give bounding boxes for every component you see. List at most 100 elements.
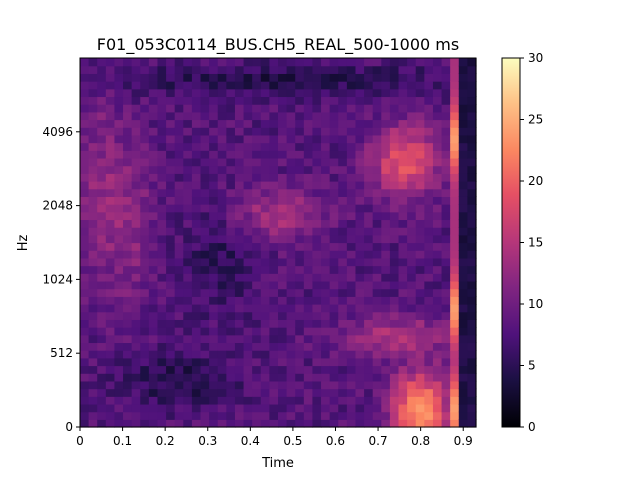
- heatmap-cell: [458, 380, 468, 390]
- heatmap-cell: [269, 227, 279, 236]
- heatmap-cell: [183, 396, 193, 405]
- heatmap-cell: [260, 150, 270, 159]
- heatmap-cell: [415, 411, 425, 420]
- heatmap-cell: [191, 173, 202, 182]
- heatmap-cell: [407, 327, 417, 336]
- heatmap-cell: [321, 157, 331, 167]
- x-tick-label: 0.7: [369, 434, 388, 448]
- heatmap-cell: [432, 319, 443, 328]
- heatmap-cell: [364, 58, 374, 67]
- heatmap-cell: [148, 242, 159, 251]
- heatmap-cell: [381, 211, 391, 221]
- heatmap-cell: [105, 419, 116, 428]
- heatmap-cell: [80, 165, 90, 174]
- heatmap-cell: [80, 157, 90, 167]
- y-tick-label: 2048: [42, 199, 73, 213]
- heatmap-cell: [260, 296, 270, 305]
- heatmap-cell: [140, 403, 150, 413]
- heatmap-cell: [467, 357, 477, 367]
- heatmap-cell: [329, 357, 339, 367]
- heatmap-cell: [329, 334, 339, 344]
- heatmap-cell: [415, 250, 425, 259]
- heatmap-cell: [346, 181, 357, 190]
- heatmap-cell: [415, 280, 425, 290]
- heatmap-cell: [88, 150, 98, 159]
- heatmap-cell: [252, 396, 262, 405]
- heatmap-cell: [140, 334, 150, 344]
- heatmap-cell: [114, 65, 124, 74]
- heatmap-cell: [381, 188, 391, 197]
- heatmap-cell: [200, 211, 210, 221]
- heatmap-cell: [243, 380, 253, 390]
- heatmap-cell: [234, 242, 245, 251]
- heatmap-cell: [174, 88, 184, 98]
- heatmap-cell: [191, 65, 202, 74]
- heatmap-cell: [415, 157, 425, 167]
- heatmap-cell: [441, 58, 451, 67]
- heatmap-cell: [372, 304, 382, 313]
- heatmap-cell: [123, 73, 133, 82]
- heatmap-cell: [217, 250, 227, 259]
- heatmap-cell: [372, 157, 382, 167]
- heatmap-cell: [295, 234, 305, 244]
- heatmap-cell: [415, 304, 425, 313]
- heatmap-cell: [441, 280, 451, 290]
- heatmap-cell: [329, 157, 339, 167]
- heatmap-cell: [450, 73, 460, 82]
- heatmap-cell: [355, 165, 365, 174]
- heatmap-cell: [355, 81, 365, 90]
- heatmap-cell: [200, 280, 210, 290]
- heatmap-cell: [398, 96, 408, 105]
- heatmap-cell: [303, 334, 314, 344]
- heatmap-cell: [140, 196, 150, 205]
- heatmap-cell: [372, 111, 382, 121]
- heatmap-cell: [166, 403, 176, 413]
- heatmap-cell: [389, 342, 400, 351]
- heatmap-cell: [329, 96, 339, 105]
- heatmap-cell: [295, 403, 305, 413]
- heatmap-cell: [415, 265, 425, 274]
- heatmap-cell: [303, 280, 314, 290]
- heatmap-cell: [458, 373, 468, 382]
- heatmap-cell: [329, 81, 339, 90]
- heatmap-cell: [415, 188, 425, 197]
- heatmap-cell: [140, 65, 150, 74]
- heatmap-cell: [217, 273, 227, 282]
- heatmap-cell: [200, 327, 210, 336]
- heatmap-cell: [364, 204, 374, 213]
- heatmap-cell: [80, 419, 90, 428]
- heatmap-cell: [450, 350, 460, 359]
- heatmap-cell: [123, 111, 133, 121]
- heatmap-cell: [140, 304, 150, 313]
- heatmap-cell: [372, 296, 382, 305]
- heatmap-cell: [441, 380, 451, 390]
- heatmap-cell: [88, 196, 98, 205]
- heatmap-cell: [226, 81, 236, 90]
- heatmap-cell: [372, 311, 382, 320]
- heatmap-cell: [364, 150, 374, 159]
- heatmap-cell: [157, 88, 167, 98]
- heatmap-cell: [200, 165, 210, 174]
- heatmap-cell: [88, 219, 98, 228]
- heatmap-cell: [441, 388, 451, 397]
- heatmap-cell: [97, 119, 107, 128]
- heatmap-cell: [80, 257, 90, 267]
- heatmap-cell: [407, 342, 417, 351]
- heatmap-cell: [105, 280, 116, 290]
- heatmap-cell: [432, 396, 443, 405]
- heatmap-cell: [295, 296, 305, 305]
- heatmap-cell: [200, 181, 210, 190]
- heatmap-cell: [372, 288, 382, 297]
- heatmap-cell: [105, 104, 116, 113]
- heatmap-cell: [200, 173, 210, 182]
- heatmap-cell: [191, 119, 202, 128]
- heatmap-cell: [157, 373, 167, 382]
- heatmap-cell: [243, 411, 253, 420]
- heatmap-cell: [372, 134, 382, 144]
- heatmap-cell: [157, 288, 167, 297]
- heatmap-cell: [407, 265, 417, 274]
- heatmap-cell: [97, 142, 107, 151]
- heatmap-cell: [364, 157, 374, 167]
- heatmap-cell: [303, 96, 314, 105]
- heatmap-cell: [260, 142, 270, 151]
